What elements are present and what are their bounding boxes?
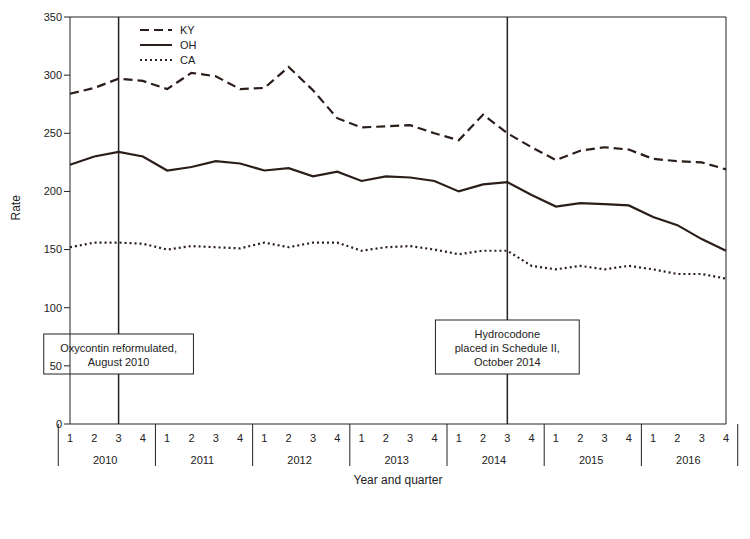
svg-text:2: 2 <box>480 432 486 444</box>
svg-text:2: 2 <box>383 432 389 444</box>
svg-text:3: 3 <box>601 432 607 444</box>
svg-text:1: 1 <box>67 432 73 444</box>
svg-text:4: 4 <box>529 432 535 444</box>
svg-text:2016: 2016 <box>676 454 700 466</box>
html-text:CA: CA <box>180 53 196 66</box>
svg-text:Oxycontin reformulated,: Oxycontin reformulated, <box>60 342 177 354</box>
svg-text:Rate: Rate <box>9 195 23 221</box>
svg-text:4: 4 <box>626 432 632 444</box>
svg-text:1: 1 <box>164 432 170 444</box>
svg-text:300: 300 <box>44 69 62 81</box>
svg-text:2: 2 <box>674 432 680 444</box>
svg-text:250: 250 <box>44 127 62 139</box>
svg-text:350: 350 <box>44 11 62 23</box>
svg-text:2: 2 <box>91 432 97 444</box>
svg-text:August 2010: August 2010 <box>88 356 150 368</box>
svg-text:4: 4 <box>237 432 243 444</box>
svg-text:Year and quarter: Year and quarter <box>354 473 443 487</box>
svg-text:200: 200 <box>44 185 62 197</box>
svg-text:2014: 2014 <box>482 454 506 466</box>
svg-text:4: 4 <box>140 432 146 444</box>
svg-text:3: 3 <box>407 432 413 444</box>
svg-text:3: 3 <box>699 432 705 444</box>
svg-text:4: 4 <box>334 432 340 444</box>
svg-text:2010: 2010 <box>93 454 117 466</box>
svg-text:Hydrocodone: Hydrocodone <box>475 328 540 340</box>
svg-text:2015: 2015 <box>579 454 603 466</box>
svg-text:3: 3 <box>504 432 510 444</box>
svg-text:2013: 2013 <box>385 454 409 466</box>
svg-text:3: 3 <box>116 432 122 444</box>
svg-text:2: 2 <box>286 432 292 444</box>
svg-text:October 2014: October 2014 <box>474 356 541 368</box>
svg-text:4: 4 <box>431 432 437 444</box>
svg-text:2: 2 <box>188 432 194 444</box>
svg-text:100: 100 <box>44 302 62 314</box>
svg-text:2012: 2012 <box>287 454 311 466</box>
svg-text:placed in Schedule II,: placed in Schedule II, <box>455 342 560 354</box>
svg-text:4: 4 <box>723 432 729 444</box>
svg-text:1: 1 <box>553 432 559 444</box>
svg-text:150: 150 <box>44 243 62 255</box>
svg-text:3: 3 <box>213 432 219 444</box>
svg-text:1: 1 <box>358 432 364 444</box>
svg-text:50: 50 <box>50 360 62 372</box>
svg-text:3: 3 <box>310 432 316 444</box>
svg-text:2: 2 <box>577 432 583 444</box>
html-text:OH: OH <box>180 38 197 51</box>
html-text:KY: KY <box>180 23 195 36</box>
svg-text:1: 1 <box>261 432 267 444</box>
svg-text:1: 1 <box>456 432 462 444</box>
svg-text:2011: 2011 <box>191 454 215 466</box>
svg-text:1: 1 <box>650 432 656 444</box>
svg-text:0: 0 <box>56 418 62 430</box>
